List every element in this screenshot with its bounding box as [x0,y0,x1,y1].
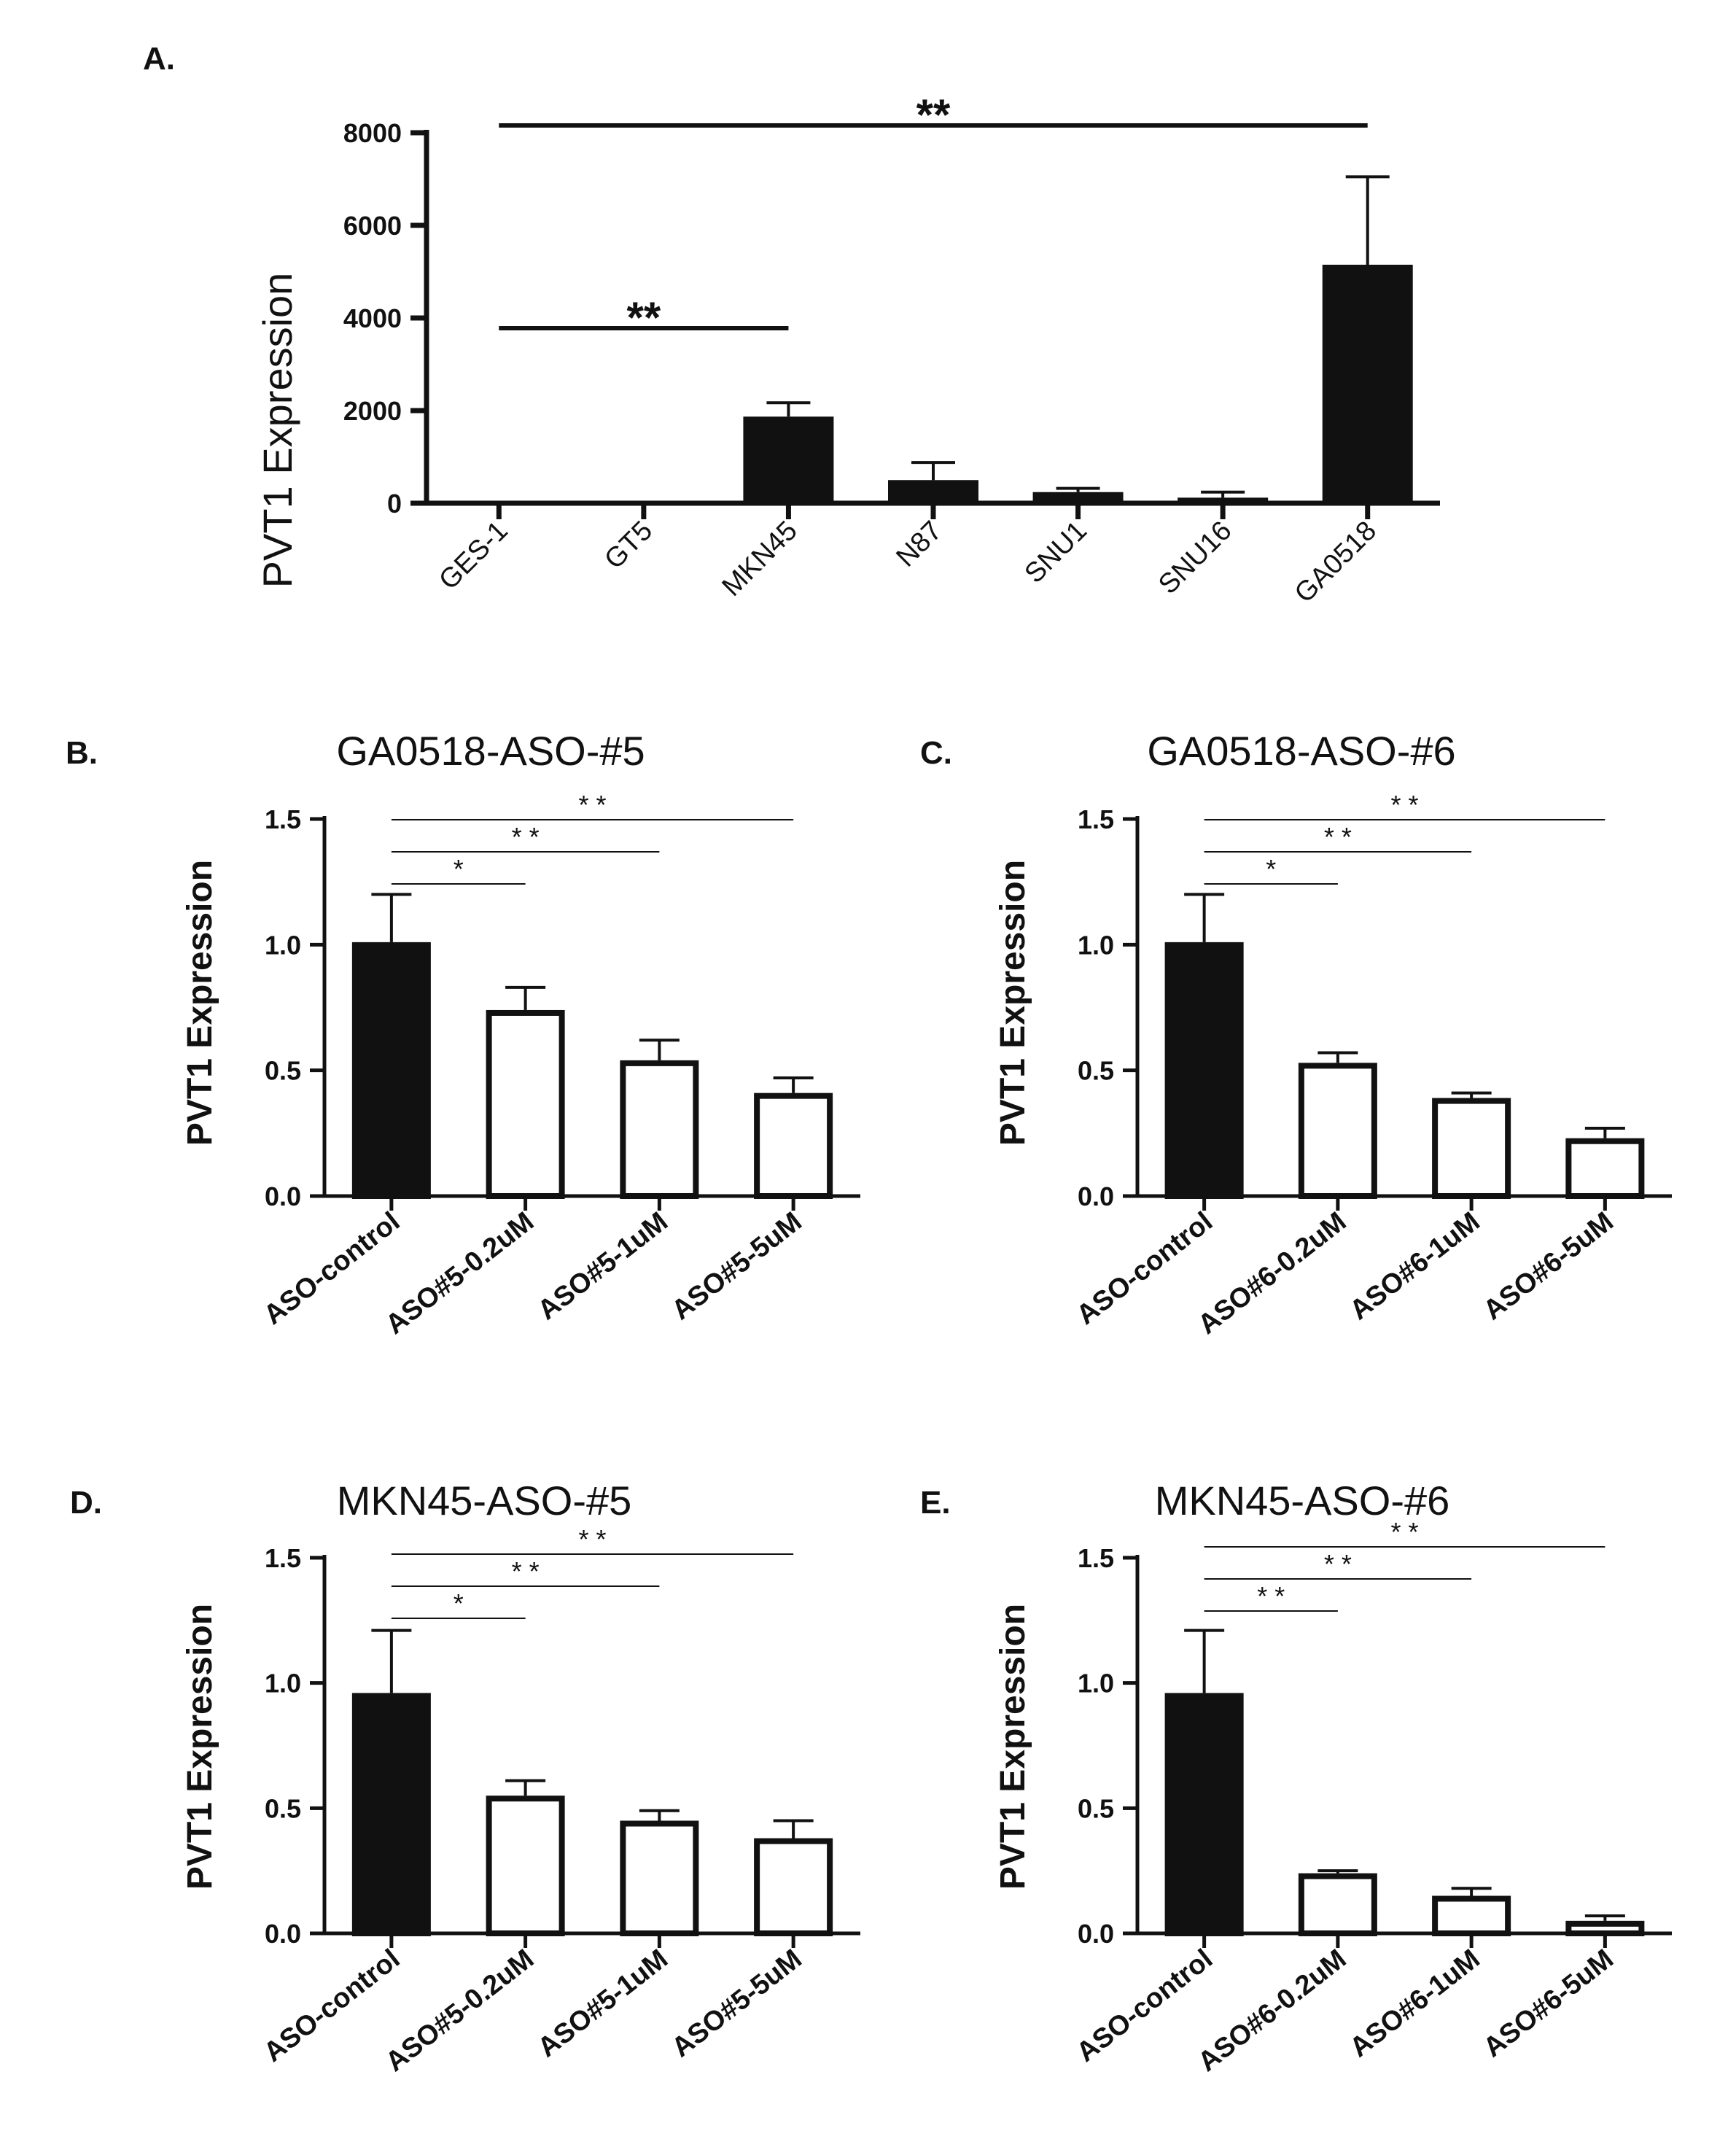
panel-label: C. [920,735,952,771]
significance-label: * * [578,790,606,820]
bar [743,416,834,503]
chart-title: GA0518-ASO-#6 [1147,728,1455,774]
bar [1432,1895,1511,1936]
bar [754,1092,833,1199]
significance-label: * * [1324,822,1352,852]
bar [1565,1138,1645,1200]
bar [1178,497,1269,503]
y-axis-label: PVT1 Expression [254,273,300,589]
significance-label: ** [627,293,661,342]
y-tick-label: 0 [387,489,402,519]
y-tick-label: 1.0 [265,930,301,960]
y-tick-label: 8000 [343,118,402,148]
panel-label: E. [920,1485,951,1521]
bar [1164,942,1244,1200]
bar [1164,1693,1244,1936]
y-tick-label: 1.0 [1078,930,1114,960]
chart-title: GA0518-ASO-#5 [336,728,645,774]
y-tick-label: 0.0 [1078,1919,1114,1949]
y-tick-label: 0.0 [1078,1181,1114,1211]
y-tick-label: 0.5 [1078,1793,1114,1823]
bar [351,1693,431,1936]
bar [620,1060,699,1199]
significance-label: * * [512,822,540,852]
y-tick-label: 0.0 [265,1181,301,1211]
y-axis-label: PVT1 Expression [181,860,219,1146]
significance-label: * [454,854,464,884]
bar [1432,1098,1511,1199]
y-tick-label: 0.5 [265,1793,301,1823]
bar [1298,1873,1377,1937]
significance-label: * * [1390,790,1418,820]
bar [754,1838,833,1937]
y-tick-label: 0.0 [265,1919,301,1949]
bar [1322,264,1413,503]
bar [351,942,431,1200]
panel-label: B. [66,735,98,771]
bar [1032,492,1124,503]
bar [888,480,978,503]
y-axis-label: PVT1 Expression [994,1604,1032,1890]
y-tick-label: 1.5 [1078,1543,1114,1573]
y-tick-label: 6000 [343,211,402,241]
y-tick-label: 2000 [343,396,402,426]
bar [1298,1063,1377,1199]
chart-title: MKN45-ASO-#6 [1155,1478,1450,1523]
significance-label: * * [578,1524,606,1554]
significance-label: * [454,1588,464,1618]
y-tick-label: 1.0 [1078,1669,1114,1699]
y-tick-label: 4000 [343,303,402,333]
significance-label: * * [512,1556,540,1586]
y-axis-label: PVT1 Expression [181,1604,219,1890]
panel-label: D. [70,1485,102,1521]
y-tick-label: 1.5 [265,804,301,834]
y-tick-label: 0.5 [1078,1056,1114,1086]
y-tick-label: 1.5 [265,1543,301,1573]
y-tick-label: 1.5 [1078,804,1114,834]
significance-label: * * [1257,1581,1285,1611]
y-axis-label: PVT1 Expression [994,860,1032,1146]
significance-label: ** [916,90,951,139]
significance-label: * [1266,854,1276,884]
y-tick-label: 1.0 [265,1669,301,1699]
significance-label: * * [1324,1549,1352,1579]
bar [486,1796,565,1937]
y-tick-label: 0.5 [265,1056,301,1086]
bar [486,1009,565,1199]
chart-title: MKN45-ASO-#5 [337,1478,632,1523]
bar [620,1820,699,1936]
significance-label: * * [1390,1517,1418,1547]
panel-label: A. [143,41,175,77]
